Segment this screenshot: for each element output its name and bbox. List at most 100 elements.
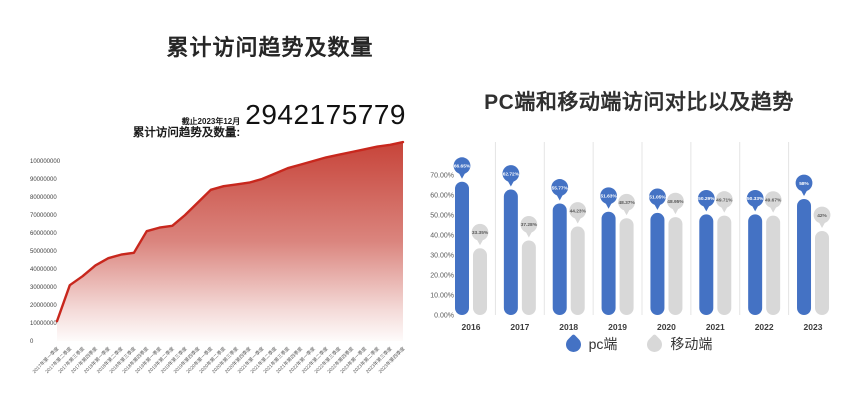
mobile-balloon-2019	[618, 193, 635, 211]
mobile-bar-2016	[473, 248, 487, 315]
y-tick-label: 100000000	[30, 159, 61, 165]
balloon-pointer	[720, 206, 728, 213]
mobile-balloon-2016	[471, 223, 489, 241]
pc-balloon-2016	[453, 157, 471, 175]
balloon-value-label: 50.29%	[698, 196, 715, 202]
balloon-pointer	[702, 205, 710, 212]
mobile-balloon-2018	[569, 202, 587, 219]
mobile-balloon-2023	[813, 206, 831, 224]
stat-text: 截止2023年12月 累计访问趋势及数量:	[133, 117, 240, 141]
cumulative-stat: 截止2023年12月 累计访问趋势及数量: 2942175779	[133, 101, 406, 141]
y-tick-label: 70.00%	[430, 173, 454, 180]
balloon-pointer	[458, 172, 466, 179]
balloon-pointer	[769, 206, 777, 213]
balloon-value-label: 42%	[817, 213, 827, 219]
balloon-value-label: 48.37%	[618, 200, 635, 206]
balloon-pointer	[751, 205, 759, 212]
balloon-value-label: 44.23%	[570, 208, 587, 214]
pc-mobile-chart: 70.00% 60.00% 50.00% 40.00% 30.00% 20.00% 10.0…	[430, 142, 831, 332]
y-tick-label: 90000000	[30, 177, 57, 183]
legend-label-pc: pc端	[588, 336, 618, 352]
chart-legend: pc端 移动端	[426, 333, 852, 355]
y-tick-label: 60000000	[30, 231, 57, 237]
year-label-2018: 2018	[559, 322, 578, 332]
y-tick-label: 10.00%	[430, 293, 454, 300]
stat-caption: 截止2023年12月	[181, 117, 241, 126]
left-chart-title: 累计访问趋势及数量	[166, 35, 374, 60]
balloon-pointer	[574, 217, 582, 224]
y-tick-label: 30.00%	[430, 253, 454, 260]
pc-bar-2020	[650, 212, 665, 315]
y-tick-label: 70000000	[30, 213, 57, 219]
balloon-value-label: 50.33%	[747, 196, 764, 202]
balloon-value-label: 51.63%	[600, 194, 617, 200]
mobile-balloon-2022	[764, 191, 782, 209]
pc-bar-2016	[455, 181, 469, 315]
y-tick-label: 50000000	[30, 249, 57, 255]
pc-balloon-2021	[697, 190, 715, 207]
balloon-pointer	[623, 209, 630, 216]
mobile-drop-icon	[644, 333, 666, 355]
pc-balloon-2018	[551, 179, 569, 196]
cumulative-visits-panel: 累计访问趋势及数量 截止2023年12月 累计访问趋势及数量: 29421757…	[30, 35, 407, 375]
balloon-value-label: 37.28%	[521, 222, 538, 228]
pc-bar-2022	[748, 214, 763, 315]
stat-value: 2942175779	[245, 99, 406, 130]
balloon-pointer	[525, 231, 533, 238]
pc-balloon-2023	[795, 174, 813, 192]
balloon-pointer	[654, 203, 661, 210]
pc-bar-2019	[601, 211, 616, 315]
balloon-value-label: 49.67%	[765, 197, 782, 203]
balloon-value-label: 58%	[799, 181, 809, 187]
legend-label-mobile: 移动端	[670, 336, 713, 352]
year-label-2021: 2021	[706, 322, 725, 332]
cumulative-area-chart: 100000000 90000000 80000000 70000000 6000000…	[30, 140, 407, 375]
pc-balloon-2022	[746, 189, 764, 207]
balloon-value-label: 48.95%	[667, 199, 684, 205]
pc-bar-2018	[552, 203, 567, 315]
year-label-2016: 2016	[462, 322, 481, 332]
area-fill	[57, 142, 403, 341]
balloon-pointer	[507, 180, 515, 187]
pc-balloon-2020	[649, 188, 666, 206]
balloon-value-label: 49.71%	[716, 197, 733, 203]
balloon-value-label: 33.35%	[472, 230, 489, 236]
mobile-balloon-2017	[520, 216, 538, 233]
pc-balloon-2017	[502, 165, 520, 182]
mobile-bar-2023	[815, 231, 830, 315]
year-label-2022: 2022	[755, 322, 774, 332]
mobile-bar-2018	[570, 226, 585, 315]
mobile-bar-2019	[619, 218, 634, 315]
right-chart-title: PC端和移动端访问对比以及趋势	[484, 91, 794, 114]
balloon-pointer	[818, 221, 826, 228]
mobile-balloon-2020	[667, 192, 684, 210]
balloon-value-label: 62.72%	[503, 171, 520, 177]
legend-item-pc: pc端	[562, 333, 618, 355]
legend-item-mobile: 移动端	[644, 333, 713, 355]
mobile-bar-2021	[717, 215, 732, 315]
y-tick-label: 40000000	[30, 267, 57, 273]
balloon-value-label: 66.65%	[454, 164, 471, 170]
pc-bar-2023	[797, 199, 812, 315]
y-tick-label: 30000000	[30, 285, 57, 291]
pc-drop-icon	[562, 333, 584, 355]
y-tick-label: 80000000	[30, 195, 57, 201]
y-tick-label: 60.00%	[430, 193, 454, 200]
mobile-bar-2022	[766, 215, 781, 315]
pc-mobile-panel: PC端和移动端访问对比以及趋势 70.00% 60.00% 50.00% 40.00%…	[426, 0, 852, 411]
balloon-value-label: 55.77%	[552, 185, 569, 191]
y-tick-label: 50.00%	[430, 213, 454, 220]
mobile-bar-2020	[668, 217, 683, 315]
pc-balloon-2019	[600, 187, 617, 205]
balloon-pointer	[556, 194, 564, 201]
balloon-pointer	[605, 202, 612, 209]
y-tick-label: 20000000	[30, 303, 57, 309]
balloon-pointer	[476, 239, 484, 246]
stat-label: 累计访问趋势及数量:	[132, 127, 241, 140]
y-tick-label: 20.00%	[430, 273, 454, 280]
mobile-balloon-2021	[715, 191, 733, 208]
y-tick-label: 40.00%	[430, 233, 454, 240]
year-label-2023: 2023	[804, 322, 823, 332]
y-tick-label: 0.00%	[434, 313, 454, 320]
pc-bar-2017	[503, 189, 518, 315]
